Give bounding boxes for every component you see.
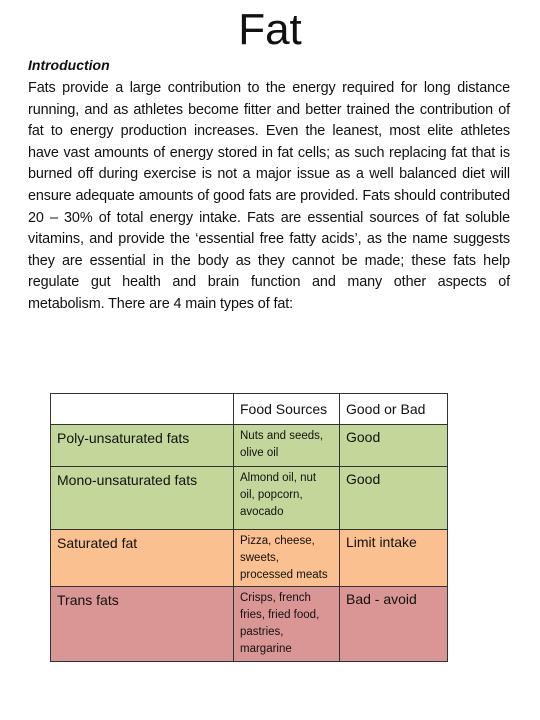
table-row-mono-unsaturated: Mono-unsaturated fats Almond oil, nut oi…	[50, 466, 448, 530]
fat-type-cell: Mono-unsaturated fats	[50, 466, 234, 530]
rating-cell: Limit intake	[339, 529, 448, 587]
header-cell-food-sources: Food Sources	[233, 393, 340, 425]
intro-heading: Introduction	[28, 57, 110, 73]
table-row-poly-unsaturated: Poly-unsaturated fats Nuts and seeds, ol…	[50, 424, 448, 467]
food-sources-cell: Crisps, french fries, fried food, pastri…	[233, 586, 340, 662]
fat-type-cell: Poly-unsaturated fats	[50, 424, 234, 467]
fat-type-cell: Trans fats	[50, 586, 234, 662]
fat-type-cell: Saturated fat	[50, 529, 234, 587]
table-header-row: Food Sources Good or Bad	[50, 393, 448, 425]
food-sources-cell: Pizza, cheese, sweets, processed meats	[233, 529, 340, 587]
food-sources-cell: Almond oil, nut oil, popcorn, avocado	[233, 466, 340, 530]
header-cell-good-or-bad: Good or Bad	[339, 393, 448, 425]
rating-cell: Good	[339, 424, 448, 467]
rating-cell: Good	[339, 466, 448, 530]
table-row-trans: Trans fats Crisps, french fries, fried f…	[50, 586, 448, 662]
intro-paragraph: Fats provide a large contribution to the…	[28, 80, 510, 312]
table-row-saturated: Saturated fat Pizza, cheese, sweets, pro…	[50, 529, 448, 587]
food-sources-cell: Nuts and seeds, olive oil	[233, 424, 340, 467]
page-title: Fat	[238, 5, 302, 54]
rating-cell: Bad - avoid	[339, 586, 448, 662]
fat-types-table: Food Sources Good or Bad Poly-unsaturate…	[50, 393, 448, 662]
header-cell-type	[50, 393, 234, 425]
